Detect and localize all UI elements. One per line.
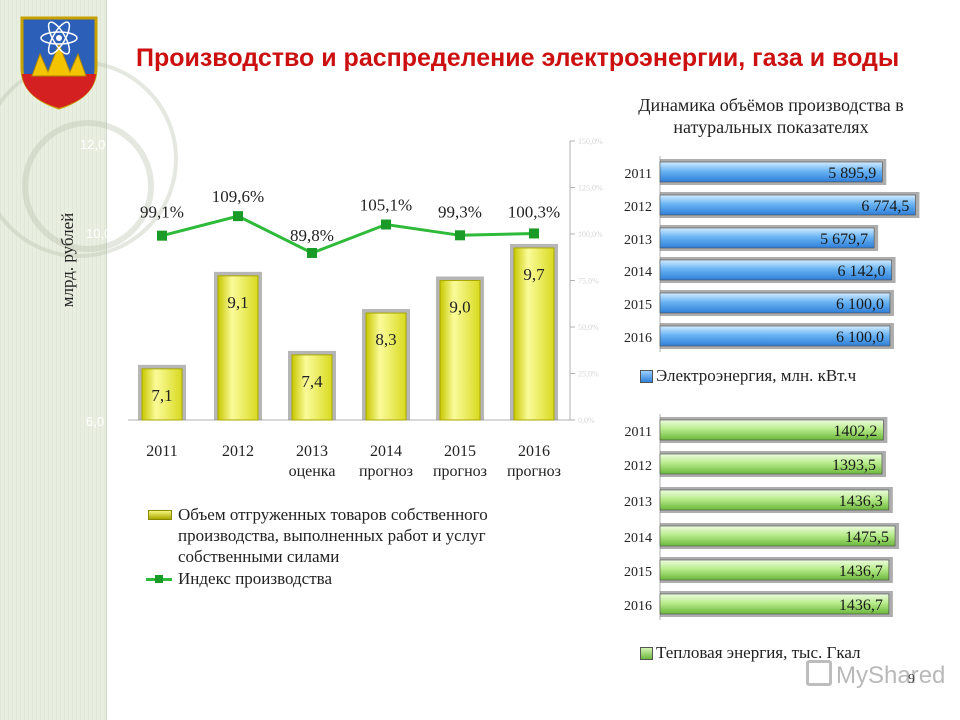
x-tick-label: 2011 [146, 443, 177, 460]
legend-elec-label: Электроэнергия, млн. кВт.ч [656, 366, 857, 385]
heat-value-label: 1393,5 [832, 457, 876, 474]
legend-heat-swatch [640, 647, 653, 660]
heat-bar [659, 489, 890, 511]
heat-value-label: 1436,7 [839, 563, 883, 580]
bar [141, 368, 183, 421]
legend-bar-label: Объем отгруженных товаров собственного п… [178, 505, 488, 566]
legend-line-swatch [146, 575, 172, 583]
index-point [307, 247, 317, 258]
index-point [455, 230, 465, 241]
y2-tick-label: 150,0% [578, 137, 603, 146]
index-point [233, 211, 243, 222]
elec-value-label: 6 774,5 [861, 198, 909, 215]
index-label: 100,3% [508, 202, 560, 221]
x-tick-label: 2013 [296, 443, 328, 460]
elec-year-label: 2015 [624, 298, 652, 313]
index-point [529, 228, 539, 239]
elec-year-label: 2013 [624, 233, 652, 248]
heat-value-label: 1402,2 [833, 423, 877, 440]
legend-bar-swatch [148, 510, 172, 520]
legend-elec-swatch [640, 370, 653, 383]
elec-year-label: 2014 [624, 265, 652, 280]
x-tick-label: 2012 [222, 443, 254, 460]
slide-title: Производство и распределение электроэнер… [136, 44, 900, 72]
y2-tick-label: 0,0% [578, 416, 595, 425]
index-label: 99,3% [438, 202, 482, 221]
watermark-text: MyShared [836, 662, 946, 689]
x-tick-sublabel: прогноз [433, 463, 487, 480]
bar-label: 9,7 [523, 265, 545, 284]
elec-value-label: 5 895,9 [828, 165, 876, 182]
elec-year-label: 2012 [624, 200, 652, 215]
bar-label: 7,1 [151, 386, 172, 405]
elec-bar [659, 325, 891, 347]
elec-value-label: 6 100,0 [836, 329, 884, 346]
x-tick-label: 2016 [518, 443, 550, 460]
index-label: 105,1% [360, 196, 412, 215]
y2-tick-label: 100,0% [578, 230, 603, 239]
bar-label: 8,3 [375, 330, 396, 349]
heat-year-label: 2015 [624, 565, 652, 580]
city-emblem [20, 16, 98, 110]
heat-year-label: 2011 [625, 425, 652, 440]
y2-tick-label: 75,0% [578, 277, 599, 286]
elec-value-label: 6 142,0 [838, 263, 886, 280]
heat-bar [659, 593, 890, 615]
x-tick-sublabel: оценка [289, 463, 336, 480]
bar-label: 9,0 [449, 298, 470, 317]
legend-line-label: Индекс производства [178, 569, 333, 588]
elec-bar [659, 194, 916, 216]
y-tick: 10,0 [86, 226, 112, 241]
index-label: 109,6% [212, 187, 264, 206]
elec-value-label: 6 100,0 [836, 296, 884, 313]
index-line [161, 214, 535, 255]
bar-label: 7,4 [301, 372, 323, 391]
bar [365, 312, 407, 421]
x-tick-label: 2015 [444, 443, 476, 460]
bar-label: 9,1 [227, 293, 248, 312]
heat-year-label: 2013 [624, 495, 652, 510]
heat-year-label: 2016 [624, 599, 652, 614]
elec-value-label: 5 679,7 [820, 231, 868, 248]
bar [291, 354, 333, 421]
legend-heat-label: Тепловая энергия, тыс. Гкал [656, 643, 861, 662]
bar [513, 247, 555, 421]
y2-tick-label: 25,0% [578, 370, 599, 379]
index-label: 89,8% [290, 226, 334, 245]
heat-bar [659, 559, 890, 581]
heat-value-label: 1475,5 [845, 529, 889, 546]
heat-year-label: 2014 [624, 531, 652, 546]
x-tick-sublabel: прогноз [507, 463, 561, 480]
elec-year-label: 2016 [624, 331, 652, 346]
right-chart-title: Динамика объёмов производства в натураль… [638, 95, 904, 137]
elec-year-label: 2011 [625, 167, 652, 182]
y-tick: 6,0 [86, 414, 105, 429]
page-number: 9 [908, 672, 915, 687]
elec-bar [659, 259, 892, 281]
index-point [381, 219, 391, 230]
x-tick-sublabel: прогноз [359, 463, 413, 480]
elec-bar [659, 227, 875, 249]
elec-bar [659, 292, 891, 314]
heat-bar [659, 419, 884, 441]
watermark-icon [806, 660, 832, 686]
heat-value-label: 1436,7 [839, 597, 883, 614]
y-tick: 12,0 [80, 137, 106, 152]
y2-tick-label: 125,0% [578, 184, 603, 193]
index-point [157, 230, 167, 241]
y2-tick-label: 50,0% [578, 323, 599, 332]
heat-bar [659, 453, 883, 475]
heat-bar [659, 525, 896, 547]
watermark: MyShared [806, 660, 945, 690]
heat-value-label: 1436,3 [839, 493, 883, 510]
x-tick-label: 2014 [370, 443, 402, 460]
heat-year-label: 2012 [624, 459, 652, 474]
index-label: 99,1% [140, 203, 184, 222]
bar [439, 280, 481, 421]
bar [217, 275, 259, 421]
elec-bar [659, 161, 883, 183]
